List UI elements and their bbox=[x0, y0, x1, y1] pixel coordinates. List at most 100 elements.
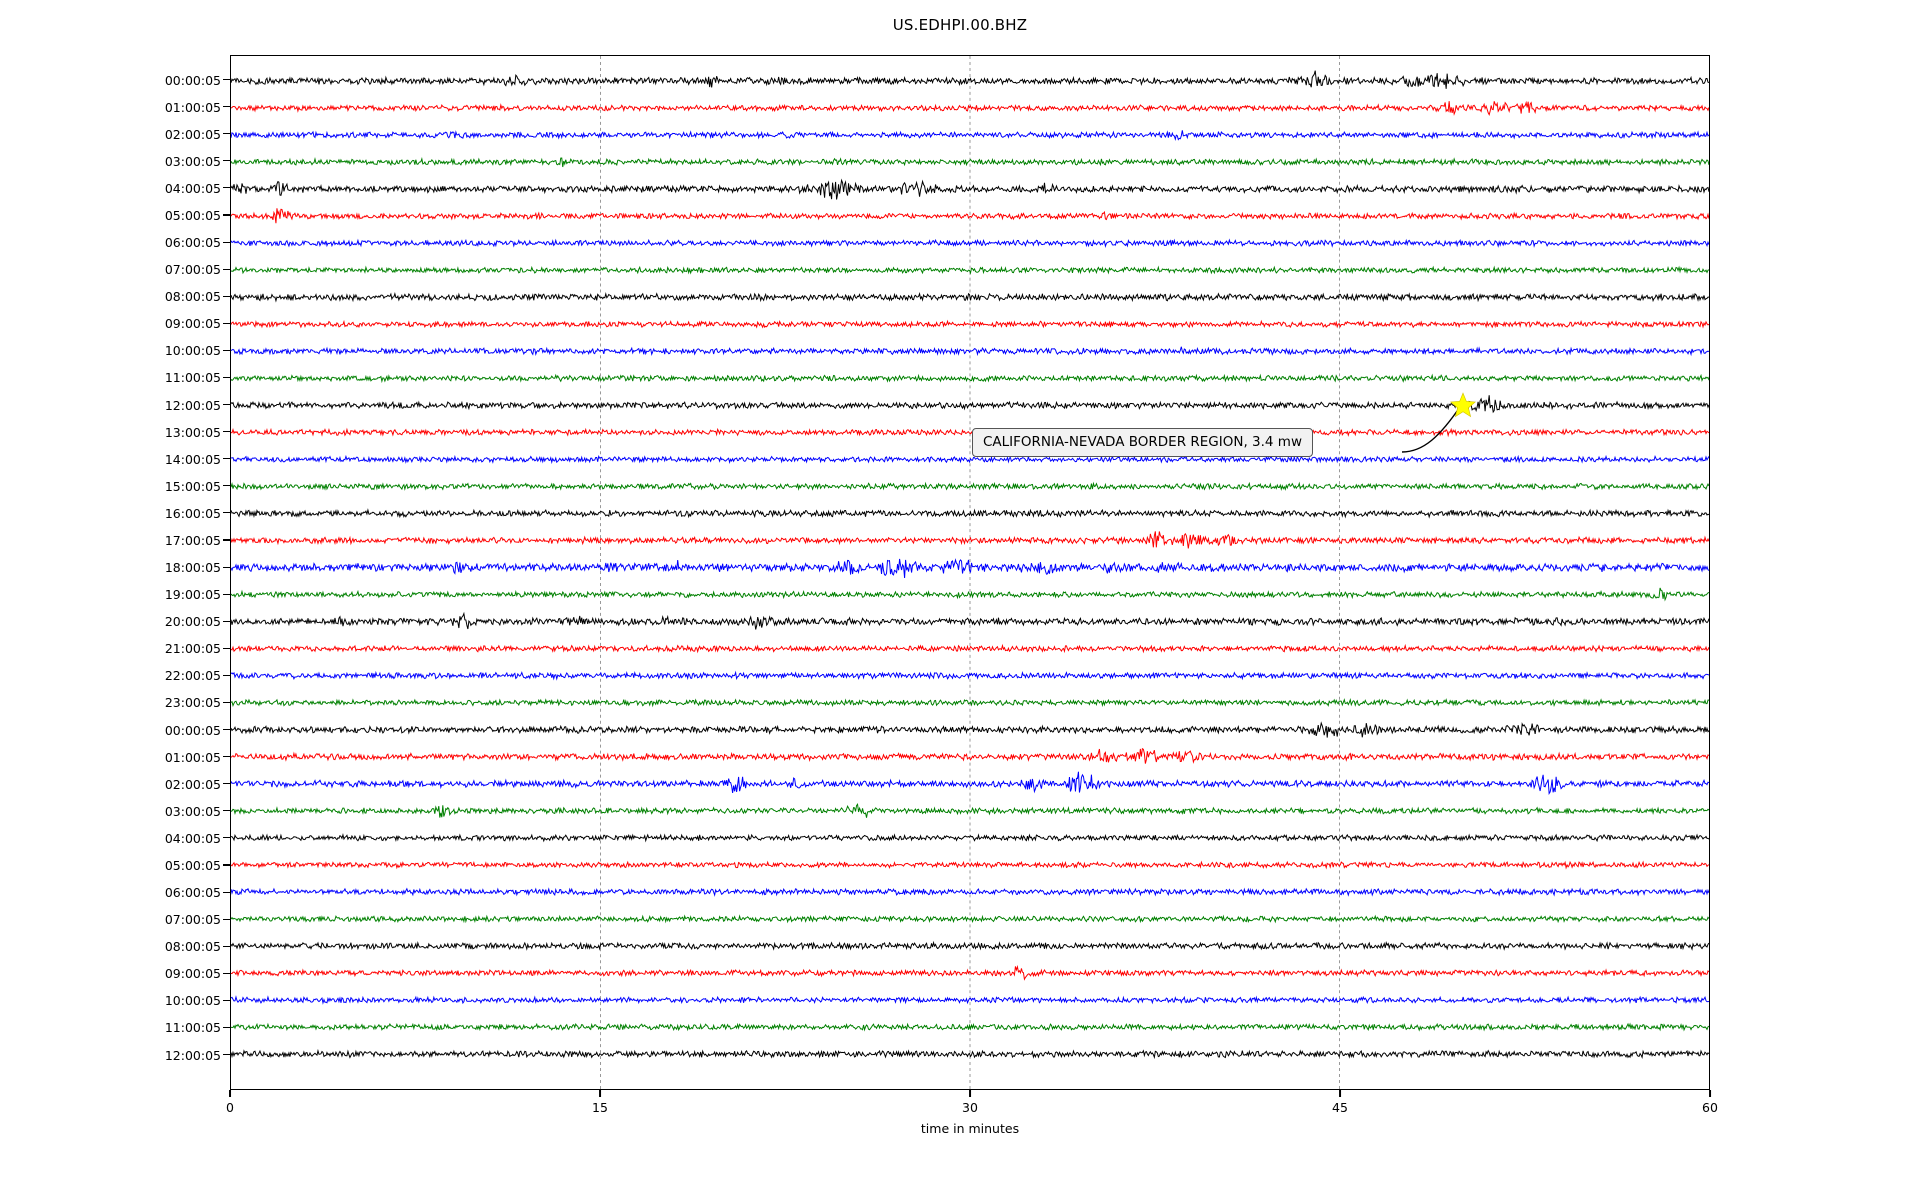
x-axis-tick-label: 60 bbox=[1702, 1100, 1718, 1115]
trace-line bbox=[231, 887, 1709, 897]
y-axis-tick: 19:00:05 bbox=[165, 587, 230, 602]
trace-line bbox=[231, 747, 1709, 764]
y-axis-tick: 10:00:05 bbox=[165, 993, 230, 1008]
trace-line bbox=[231, 130, 1709, 141]
trace-line bbox=[231, 802, 1709, 818]
y-axis-tick-mark bbox=[223, 160, 230, 162]
trace-line bbox=[231, 208, 1709, 224]
y-axis-tick-label: 04:00:05 bbox=[164, 830, 221, 846]
y-axis-tick: 11:00:05 bbox=[164, 370, 230, 386]
trace-line bbox=[231, 721, 1709, 738]
x-axis-tick: 60 bbox=[1702, 1090, 1718, 1115]
y-axis-tick-label: 12:00:05 bbox=[164, 1047, 221, 1063]
y-axis-tick-mark bbox=[223, 674, 230, 676]
y-axis-tick-label: 13:00:05 bbox=[164, 424, 221, 440]
page-title: US.EDHPI.00.BHZ bbox=[892, 16, 1028, 34]
plot-axes bbox=[230, 55, 1710, 1090]
y-axis-tick-mark bbox=[223, 404, 230, 406]
y-axis-tick-mark bbox=[223, 539, 230, 541]
y-axis-tick-label: 22:00:05 bbox=[164, 668, 221, 684]
trace-line bbox=[231, 100, 1709, 117]
x-axis-tick-mark bbox=[229, 1090, 231, 1097]
y-axis-tick: 05:00:05 bbox=[165, 858, 230, 873]
y-axis-tick-mark bbox=[223, 322, 230, 324]
y-axis-tick-mark bbox=[223, 268, 230, 270]
y-axis-tick-mark bbox=[223, 837, 230, 839]
y-axis-tick-mark bbox=[223, 945, 230, 947]
y-axis-tick-mark bbox=[223, 133, 230, 135]
y-axis-tick: 02:00:05 bbox=[164, 776, 230, 792]
y-axis-tick: 03:00:05 bbox=[164, 803, 230, 819]
trace-line bbox=[231, 860, 1709, 870]
trace-line bbox=[231, 454, 1709, 465]
y-axis-tick-mark bbox=[223, 349, 230, 351]
y-axis-tick-mark bbox=[223, 1054, 230, 1056]
y-axis-tick: 20:00:05 bbox=[165, 614, 230, 629]
y-axis-tick: 01:00:05 bbox=[165, 100, 230, 115]
y-axis-tick-mark bbox=[223, 999, 230, 1001]
y-axis-tick-label: 06:00:05 bbox=[164, 235, 221, 250]
trace-line bbox=[231, 70, 1709, 89]
y-axis-tick-mark bbox=[223, 79, 230, 81]
x-axis-tick-label: 0 bbox=[226, 1100, 234, 1115]
y-axis-tick-mark bbox=[223, 458, 230, 460]
y-axis-tick-mark bbox=[223, 620, 230, 622]
y-axis-tick: 08:00:05 bbox=[164, 289, 230, 305]
y-axis-tick-label: 04:00:05 bbox=[164, 180, 221, 196]
x-axis-tick-mark bbox=[1339, 1090, 1341, 1097]
trace-line bbox=[231, 265, 1709, 275]
y-axis-tick-label: 15:00:05 bbox=[164, 478, 221, 494]
y-axis-tick-label: 14:00:05 bbox=[164, 451, 221, 467]
y-axis-tick: 13:00:05 bbox=[164, 424, 230, 440]
y-axis-tick-label: 21:00:05 bbox=[164, 641, 221, 657]
x-axis-tick: 15 bbox=[592, 1090, 608, 1115]
y-axis-tick-label: 08:00:05 bbox=[164, 289, 221, 305]
x-axis-tick: 30 bbox=[962, 1090, 978, 1115]
trace-line bbox=[231, 995, 1709, 1005]
y-axis-tick-mark bbox=[223, 512, 230, 514]
y-axis-tick: 12:00:05 bbox=[165, 398, 230, 413]
x-axis-tick-mark bbox=[969, 1090, 971, 1097]
y-axis-tick-label: 02:00:05 bbox=[164, 776, 221, 792]
y-axis-tick-mark bbox=[223, 241, 230, 243]
trace-line bbox=[231, 156, 1709, 168]
x-axis-tick-label: 45 bbox=[1332, 1100, 1348, 1115]
y-axis-tick-label: 08:00:05 bbox=[164, 939, 221, 955]
trace-line bbox=[231, 964, 1709, 981]
x-axis-tick-mark bbox=[1709, 1090, 1711, 1097]
y-axis-tick: 15:00:05 bbox=[164, 478, 230, 494]
y-axis-tick-label: 09:00:05 bbox=[164, 966, 221, 982]
y-axis-tick-label: 05:00:05 bbox=[164, 207, 221, 223]
y-axis-tick-mark bbox=[223, 214, 230, 216]
y-axis-tick-labels: 00:00:05 01:00:05 02:00:05 03:00:05 04:00:05… bbox=[0, 55, 230, 1090]
x-axis-tick: 0 bbox=[226, 1090, 234, 1115]
y-axis-tick-mark bbox=[223, 431, 230, 433]
y-axis-tick: 05:00:05 bbox=[164, 207, 230, 223]
star-marker bbox=[1450, 392, 1477, 418]
y-axis-tick-label: 03:00:05 bbox=[164, 803, 221, 819]
y-axis-tick-mark bbox=[223, 1026, 230, 1028]
y-axis-tick: 23:00:05 bbox=[165, 695, 230, 710]
y-axis-tick: 22:00:05 bbox=[164, 668, 230, 684]
x-axis-tick-label: 15 bbox=[592, 1100, 608, 1115]
y-axis-tick-mark bbox=[223, 106, 230, 108]
y-axis-tick-mark bbox=[223, 783, 230, 785]
trace-line bbox=[231, 670, 1709, 681]
y-axis-tick-mark bbox=[223, 376, 230, 378]
trace-line bbox=[231, 1048, 1709, 1060]
x-axis-tick-label: 30 bbox=[962, 1100, 978, 1115]
y-axis-tick: 18:00:05 bbox=[165, 560, 230, 575]
trace-line bbox=[231, 771, 1709, 796]
y-axis-tick-label: 03:00:05 bbox=[164, 153, 221, 169]
y-axis-tick-mark bbox=[223, 485, 230, 487]
trace-line bbox=[231, 558, 1709, 579]
y-axis-tick-mark bbox=[223, 918, 230, 920]
trace-line bbox=[231, 238, 1709, 248]
y-axis-tick-label: 11:00:05 bbox=[164, 370, 221, 386]
y-axis-tick-mark bbox=[223, 701, 230, 703]
y-axis-tick-label: 02:00:05 bbox=[164, 126, 221, 142]
trace-line bbox=[231, 587, 1709, 602]
trace-line bbox=[231, 832, 1709, 843]
y-axis-tick-label: 17:00:05 bbox=[164, 532, 221, 548]
